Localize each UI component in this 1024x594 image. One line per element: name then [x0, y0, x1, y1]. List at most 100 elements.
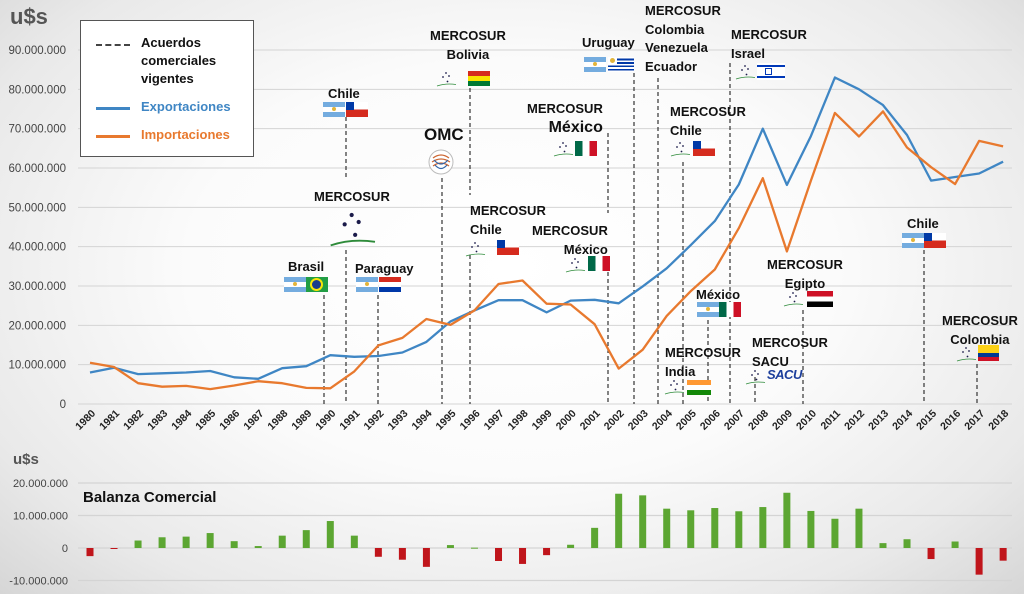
x-tick-label: 1998: [506, 408, 531, 433]
annotation-chile-2015: Chile: [907, 214, 939, 233]
annotation-mercosur-egipto-2010: MERCOSUR Egipto: [767, 255, 843, 293]
balance-bar-1992: [374, 548, 382, 557]
x-tick-label: 2010: [794, 408, 819, 433]
x-tick-label: 2017: [962, 408, 987, 433]
annotation-label: MERCOSUR: [314, 189, 390, 204]
legend-agreement-swatch: [96, 44, 130, 46]
balance-bar-2003: [639, 495, 647, 548]
argentina-flag-icon: [584, 57, 606, 72]
y-tick-label: 60.000.000: [8, 163, 66, 175]
argentina-flag-icon: [284, 277, 306, 292]
x-tick-label: 2007: [722, 408, 747, 433]
annotation-label: Israel: [731, 46, 765, 61]
balance-bar-2004: [663, 508, 671, 548]
annotation-mercosur-israel-2007: MERCOSUR Israel: [731, 25, 807, 63]
x-tick-label: 2012: [842, 408, 867, 433]
annotation-label: Chile: [907, 216, 939, 231]
x-tick-label: 2001: [578, 408, 603, 433]
annotation-paraguay-1992: Paraguay: [355, 259, 414, 278]
balance-bar-1986: [230, 541, 238, 548]
annotation-mexico-2006: México: [696, 285, 740, 304]
chile-flag-icon: [497, 240, 519, 255]
mercosur-logo-icon: [735, 65, 756, 80]
agreement-lines: [323, 63, 978, 404]
y-tick-label: 40.000.000: [8, 242, 66, 254]
y-tick-label: 10.000.000: [8, 360, 66, 372]
mercosur-logo-icon: [565, 258, 586, 273]
balance-bar-1982: [134, 540, 142, 548]
annotation-label: MERCOSUR: [527, 101, 603, 116]
annotation-label: MERCOSUR: [665, 345, 741, 360]
balance-bar-2010: [807, 510, 815, 548]
annotation-uruguay-2003: Uruguay: [582, 33, 635, 52]
annotation-label: México: [548, 119, 603, 136]
annotation-mercosur-sacu-2008: MERCOSUR SACU: [752, 333, 828, 371]
x-tick-label: 1988: [265, 408, 290, 433]
legend-agreements-line: comerciales: [141, 53, 217, 68]
x-axis-labels: 1980 1981 1982 1983 1984 1985 1986 1987 1988 1989…: [73, 408, 1011, 433]
annotation-label: Chile: [328, 86, 360, 101]
balance-y-tick-label: 10.000.000: [13, 511, 68, 523]
balance-bar-2012: [855, 508, 863, 548]
balance-bar-1987: [254, 546, 262, 548]
annotation-label: MERCOSUR: [470, 203, 546, 218]
balance-bar-2016: [951, 541, 959, 548]
balance-bar-1999: [543, 548, 551, 556]
x-tick-label: 1980: [73, 408, 98, 433]
x-tick-label: 1986: [217, 408, 242, 433]
uruguay-flag-icon: [608, 57, 634, 72]
balance-bar-2017: [975, 548, 983, 575]
balance-bar-1980: [86, 548, 94, 557]
main-gridlines: [78, 49, 1012, 405]
annotation-label: MERCOSUR: [430, 28, 506, 43]
balance-bar-1990: [326, 521, 334, 548]
balance-bar-2013: [879, 543, 887, 548]
x-tick-label: 2002: [602, 408, 627, 433]
balance-bar-2001: [591, 527, 599, 548]
balance-bar-2018: [999, 548, 1007, 561]
balance-bar-1996: [470, 547, 478, 549]
legend-exports: Exportaciones: [141, 99, 231, 114]
x-tick-label: 1991: [337, 408, 362, 433]
x-tick-label: 2005: [674, 408, 699, 433]
annotation-label: Egipto: [784, 276, 826, 291]
x-tick-label: 2000: [554, 408, 579, 433]
balance-bar-1985: [206, 533, 214, 548]
x-tick-label: 2015: [914, 408, 939, 433]
balance-bar-1991: [350, 535, 358, 548]
legend-agreements-line: Acuerdos: [141, 35, 201, 50]
balance-y-axis-unit: u$s: [13, 451, 39, 468]
x-tick-label: 2009: [770, 408, 795, 433]
mercosur-logo-icon: [670, 142, 691, 157]
mexico-flag-icon: [575, 141, 597, 156]
chile-flag-icon: [924, 233, 946, 248]
mercosur-logo-icon: [330, 212, 376, 247]
legend-agreements: Acuerdos comerciales vigentes: [141, 34, 216, 88]
chile-flag-icon: [346, 102, 368, 117]
y-axis-unit: u$s: [10, 4, 48, 29]
annotation-label: SACU: [752, 354, 789, 369]
annotation-label: India: [665, 364, 696, 379]
x-tick-label: 2018: [986, 408, 1011, 433]
india-flag-icon: [687, 380, 711, 395]
balance-bar-2005: [687, 510, 695, 548]
x-tick-label: 1992: [361, 408, 386, 433]
x-tick-label: 1985: [193, 408, 218, 433]
argentina-flag-icon: [902, 233, 924, 248]
balance-bar-1997: [495, 548, 503, 561]
annotation-mercosur-1991: MERCOSUR: [314, 187, 390, 206]
annotation-brasil-1990: Brasil: [288, 257, 324, 276]
annotation-label: Colombia: [645, 21, 705, 37]
balance-bar-2009: [783, 492, 791, 548]
x-tick-label: 2014: [890, 408, 915, 433]
annotation-label: OMC: [424, 125, 464, 144]
annotation-label: México: [696, 287, 741, 302]
chile-flag-icon: [693, 141, 715, 156]
annotation-label: MERCOSUR: [731, 27, 807, 42]
balance-bar-1994: [422, 548, 430, 567]
annotation-chile-1991: Chile: [328, 84, 360, 103]
annotation-mercosur-chile-1996: MERCOSUR Chile: [470, 201, 546, 239]
egypt-flag-icon: [807, 291, 833, 307]
brazil-flag-icon: [306, 277, 328, 292]
